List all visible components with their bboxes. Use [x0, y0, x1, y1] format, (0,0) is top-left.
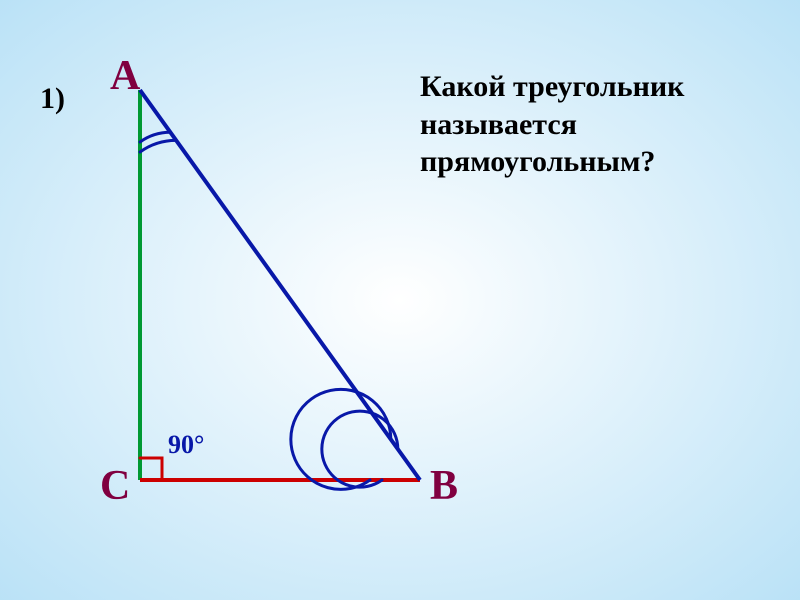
slide: 1) А В С 90° Какой треугольник называетс… — [0, 0, 800, 600]
vertex-label-c: С — [100, 462, 130, 510]
vertex-label-b: В — [430, 462, 458, 510]
question-text: Какой треугольник называется прямоугольн… — [420, 68, 684, 181]
ninety-degree-label: 90° — [168, 430, 204, 460]
content-layer: 1) А В С 90° Какой треугольник называетс… — [0, 0, 800, 600]
question-line-2: называется — [420, 106, 684, 144]
question-number: 1) — [40, 82, 65, 116]
vertex-label-a: А — [110, 52, 140, 100]
question-line-1: Какой треугольник — [420, 68, 684, 106]
question-line-3: прямоугольным? — [420, 143, 684, 181]
